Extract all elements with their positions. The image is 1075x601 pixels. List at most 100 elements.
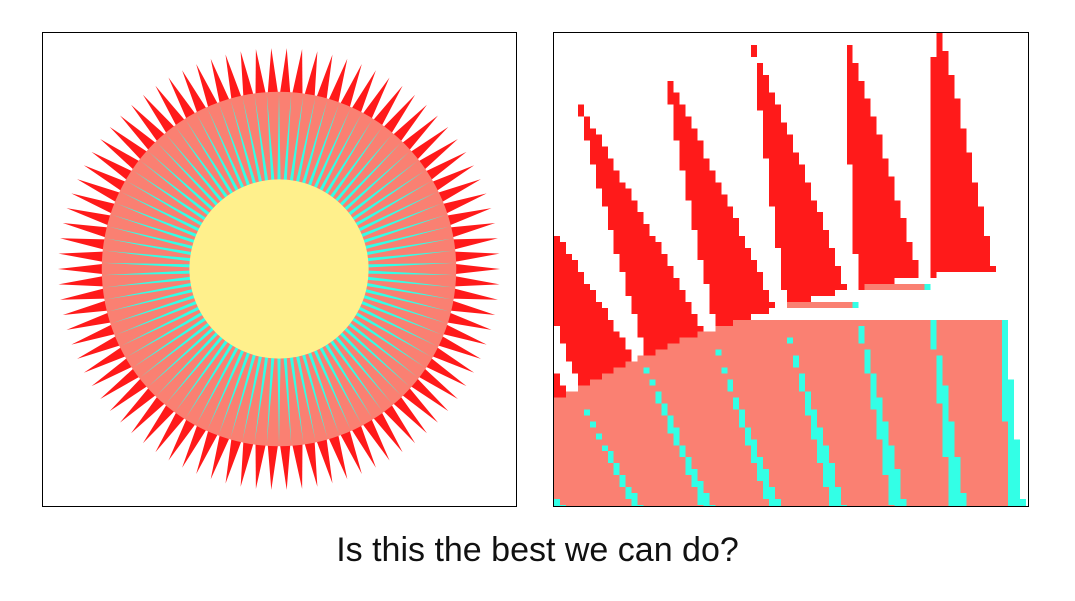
spike-pixel bbox=[589, 140, 602, 147]
ring-pixel bbox=[942, 355, 1003, 362]
spike bbox=[398, 115, 439, 155]
ring-pixel bbox=[954, 451, 1009, 458]
spike-pixel bbox=[763, 128, 788, 135]
ray-pixel bbox=[882, 439, 889, 446]
ray-pixel bbox=[1008, 469, 1021, 476]
ray-pixel bbox=[828, 487, 841, 494]
spike-pixel bbox=[631, 307, 692, 314]
ray-pixel bbox=[792, 355, 799, 362]
ring-pixel bbox=[834, 463, 883, 470]
ray-pixel bbox=[607, 451, 614, 458]
ray bbox=[219, 348, 252, 434]
ray-pixel bbox=[763, 487, 776, 494]
spike-pixel bbox=[769, 176, 805, 183]
spike-pixel bbox=[709, 289, 770, 296]
ring-pixel bbox=[685, 445, 752, 452]
spike-pixel bbox=[679, 164, 710, 171]
ring-pixel bbox=[870, 361, 937, 368]
ray-pixel bbox=[1008, 463, 1021, 470]
ring-pixel bbox=[667, 343, 931, 350]
spike-pixel bbox=[846, 98, 871, 105]
spike-pixel bbox=[757, 74, 770, 81]
ray-pixel bbox=[691, 475, 698, 482]
ray bbox=[317, 114, 362, 195]
spike-pixel bbox=[583, 128, 596, 135]
spike bbox=[447, 238, 498, 251]
ring-pixel bbox=[954, 421, 1009, 428]
spike bbox=[66, 310, 117, 330]
ray bbox=[103, 270, 194, 276]
spike-pixel bbox=[709, 283, 764, 290]
ray-pixel bbox=[1002, 355, 1009, 362]
spike-pixel bbox=[846, 152, 883, 159]
spike-pixel bbox=[763, 110, 782, 117]
ring-pixel bbox=[679, 433, 746, 440]
spike-pixel bbox=[607, 218, 644, 225]
ray-pixel bbox=[864, 361, 871, 368]
ring-pixel bbox=[960, 481, 1009, 488]
ray-pixel bbox=[1002, 397, 1015, 404]
ring-pixel bbox=[637, 493, 698, 500]
ring-pixel bbox=[882, 415, 943, 422]
spike-pixel bbox=[930, 200, 979, 207]
ray-pixel bbox=[685, 463, 692, 470]
spike bbox=[60, 287, 111, 300]
ray bbox=[337, 142, 401, 209]
spike-pixel bbox=[775, 218, 823, 225]
ray-pixel bbox=[858, 331, 865, 338]
ray-pixel bbox=[1008, 475, 1021, 482]
ray-pixel bbox=[715, 349, 722, 356]
spike-pixel bbox=[936, 33, 943, 39]
spike-pixel bbox=[589, 158, 614, 165]
ray-pixel bbox=[942, 421, 955, 428]
spike bbox=[445, 299, 496, 315]
spike-pixel bbox=[769, 170, 805, 177]
ray-pixel bbox=[739, 415, 746, 422]
ring-pixel bbox=[894, 463, 949, 470]
ring-pixel bbox=[554, 421, 590, 428]
ray-pixel bbox=[816, 457, 829, 464]
spike-pixel bbox=[673, 104, 686, 111]
spike bbox=[449, 251, 500, 263]
ray-pixel bbox=[619, 475, 626, 482]
spike-pixel bbox=[715, 319, 734, 326]
ray-pixel bbox=[661, 403, 668, 410]
ray bbox=[254, 353, 269, 443]
ray bbox=[355, 192, 437, 233]
ray bbox=[207, 346, 246, 430]
spike bbox=[421, 354, 467, 387]
ring-pixel bbox=[769, 475, 823, 482]
ring-pixel bbox=[554, 457, 608, 464]
ray bbox=[175, 337, 231, 411]
spike-pixel bbox=[685, 170, 716, 177]
spike bbox=[370, 85, 403, 131]
ring-pixel bbox=[643, 505, 704, 506]
spike-pixel bbox=[595, 176, 620, 183]
ray bbox=[277, 354, 281, 445]
spike-pixel bbox=[858, 266, 919, 272]
ray-pixel bbox=[1008, 421, 1015, 428]
ray-pixel bbox=[1008, 427, 1015, 434]
ray-pixel bbox=[876, 409, 883, 416]
ring-pixel bbox=[655, 349, 716, 356]
ring-pixel bbox=[589, 379, 650, 386]
ray bbox=[306, 348, 339, 434]
ring-pixel bbox=[828, 445, 883, 452]
ring-pixel bbox=[661, 397, 734, 404]
ray-pixel bbox=[882, 445, 895, 452]
spike-pixel bbox=[685, 182, 722, 189]
spike-pixel bbox=[697, 242, 746, 249]
ring-pixel bbox=[954, 433, 1009, 440]
sunburst-zoomed-graphic bbox=[554, 33, 1027, 506]
ray bbox=[312, 346, 351, 430]
ray-pixel bbox=[1008, 445, 1021, 452]
ring-pixel bbox=[894, 457, 949, 464]
ray-pixel bbox=[870, 391, 877, 398]
spike-pixel bbox=[643, 349, 656, 356]
spike-pixel bbox=[554, 271, 584, 278]
ring-pixel bbox=[769, 469, 823, 476]
ray-pixel bbox=[822, 469, 835, 476]
spike bbox=[421, 151, 467, 184]
ray-pixel bbox=[948, 505, 967, 506]
ray-pixel bbox=[733, 403, 740, 410]
